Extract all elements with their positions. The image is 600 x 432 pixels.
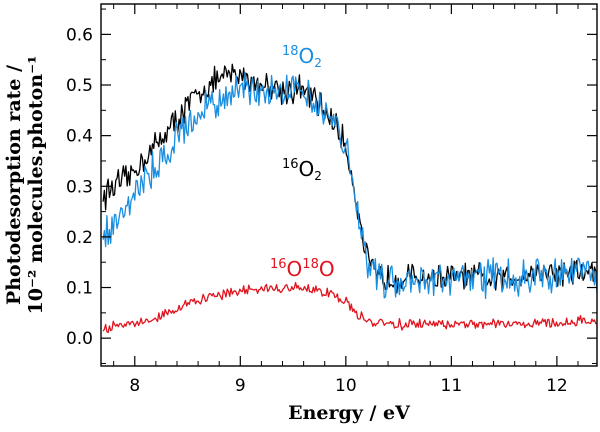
y-axis-title-line1: Photodesorption rate /: [3, 65, 25, 305]
y-tick-label: 0.3: [66, 177, 93, 197]
x-tick-label: 8: [129, 376, 140, 396]
y-tick-label: 0.4: [66, 127, 93, 147]
label-16o18o-mass-b: 18: [302, 257, 319, 272]
y-tick-label: 0.2: [66, 228, 93, 248]
y-tick-label: 0.6: [66, 25, 93, 45]
label-16o18o-element-a: O: [287, 257, 303, 281]
x-tick-label: 11: [441, 376, 463, 396]
label-18o2-element: O: [299, 44, 315, 68]
label-18o2-count: 2: [314, 56, 322, 70]
x-tick-label: 9: [235, 376, 246, 396]
plot-frame: [100, 3, 598, 367]
y-axis-title-line2: 10⁻² molecules.photon⁻¹: [25, 56, 47, 315]
x-axis-title: Energy / eV: [288, 402, 411, 424]
series-line-16o18o: [102, 281, 597, 334]
series-label-16o18o: 16O18O: [270, 257, 335, 281]
x-tick-label: 10: [335, 376, 357, 396]
series-label-18o2: 18O2: [282, 44, 322, 70]
x-tick-label: 12: [546, 376, 568, 396]
y-tick-label: 0.5: [66, 76, 93, 96]
label-16o2-element: O: [299, 157, 315, 181]
series-line-18o2: [102, 71, 597, 299]
y-tick-label: 0.1: [66, 279, 93, 299]
label-16o18o-element-b: O: [319, 257, 335, 281]
y-tick-label: 0.0: [66, 329, 93, 349]
series-layer: [102, 63, 597, 334]
label-16o2-mass: 16: [282, 157, 299, 172]
label-16o18o-mass-a: 16: [270, 257, 287, 272]
label-16o2-count: 2: [314, 169, 322, 183]
label-18o2-mass: 18: [282, 44, 299, 59]
series-line-16o2: [102, 63, 597, 294]
series-label-16o2: 16O2: [282, 157, 322, 183]
tick-layer: 8 9 10 11 12 0.0 0.1 0.2 0.3 0.4 0.5 0.6: [66, 4, 597, 396]
